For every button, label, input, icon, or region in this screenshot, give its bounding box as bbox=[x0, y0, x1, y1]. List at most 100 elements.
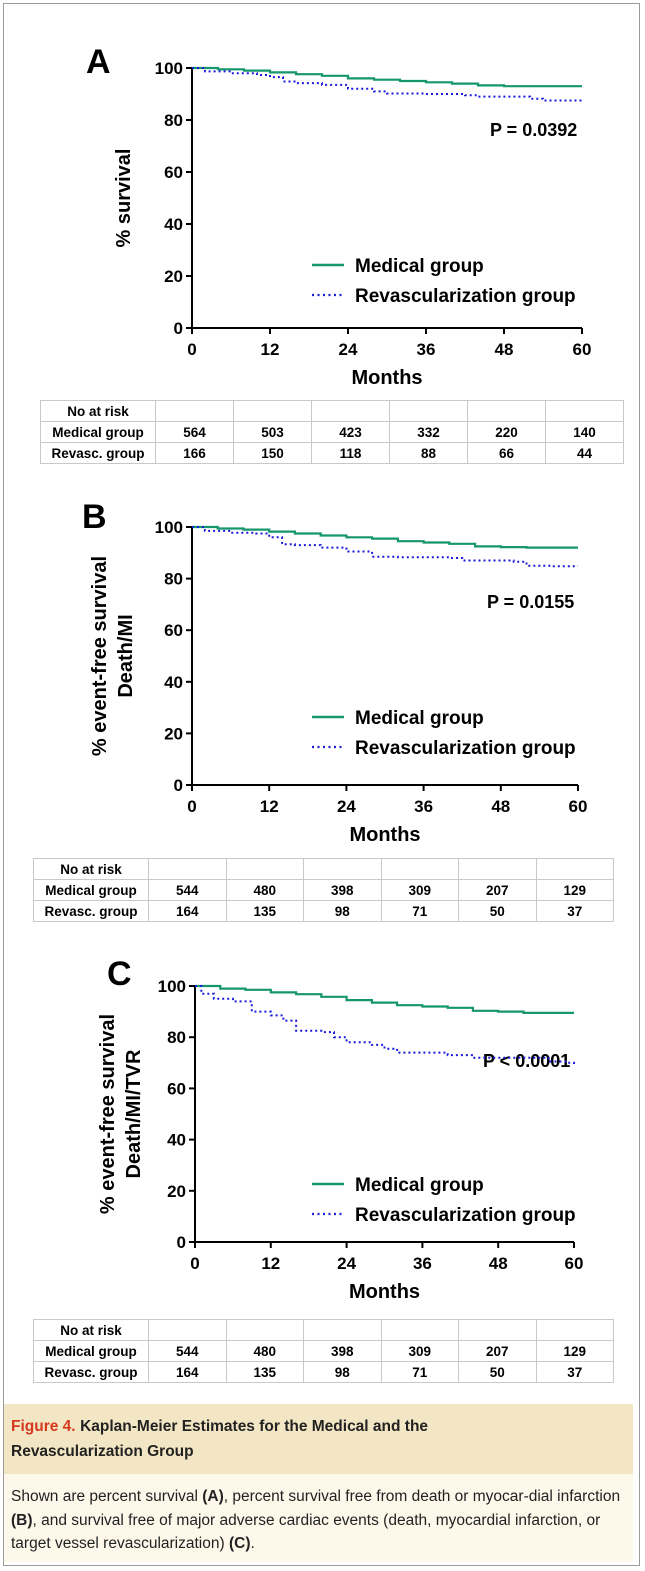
y-tick-label: 100 bbox=[158, 977, 186, 996]
risk-value-cell: 164 bbox=[148, 900, 227, 922]
p-value-annotation: P = 0.0392 bbox=[490, 120, 577, 140]
risk-row-label: Medical group bbox=[33, 1340, 149, 1362]
risk-row-label: Revasc. group bbox=[40, 442, 156, 464]
caption-panel-ref: (A) bbox=[202, 1488, 224, 1505]
risk-table-empty-cell bbox=[380, 1319, 459, 1341]
series-line-medical bbox=[192, 66, 582, 88]
risk-table-header: No at risk bbox=[33, 1319, 149, 1341]
risk-value-cell: 544 bbox=[148, 1340, 227, 1362]
chart-panel-a: 0 20 40 60 80 100 0 12 24 36 48 60 Months % survival A… bbox=[86, 43, 591, 389]
panel-letter: C bbox=[107, 955, 132, 993]
risk-value-cell: 118 bbox=[311, 442, 390, 464]
x-axis-label: Months bbox=[349, 824, 420, 846]
risk-value-cell: 423 bbox=[311, 421, 390, 443]
risk-row-label: Medical group bbox=[40, 421, 156, 443]
risk-table-empty-cell bbox=[467, 400, 546, 422]
figure-caption-title: Figure 4. Kaplan-Meier Estimates for the… bbox=[4, 1404, 633, 1474]
risk-value-cell: 503 bbox=[233, 421, 312, 443]
x-tick-label: 36 bbox=[413, 1254, 432, 1273]
figure-label: Figure 4. bbox=[11, 1418, 76, 1435]
risk-table-empty-cell bbox=[155, 400, 234, 422]
p-value-annotation: P < 0.0001 bbox=[483, 1051, 570, 1071]
legend-label: Medical group bbox=[355, 1175, 484, 1196]
risk-value-cell: 37 bbox=[535, 1361, 614, 1383]
legend-label: Medical group bbox=[355, 256, 484, 277]
p-value-annotation: P = 0.0155 bbox=[487, 592, 574, 612]
risk-value-cell: 309 bbox=[380, 1340, 459, 1362]
risk-table-empty-cell bbox=[303, 1319, 382, 1341]
risk-value-cell: 309 bbox=[380, 879, 459, 901]
figure-title-line-1: Kaplan-Meier Estimates for the Medical a… bbox=[80, 1418, 429, 1435]
risk-value-cell: 44 bbox=[545, 442, 624, 464]
risk-value-cell: 140 bbox=[545, 421, 624, 443]
risk-table-empty-cell bbox=[458, 1319, 537, 1341]
risk-table-header: No at risk bbox=[40, 400, 156, 422]
risk-value-cell: 164 bbox=[148, 1361, 227, 1383]
x-tick-label: 12 bbox=[261, 1254, 280, 1273]
x-tick-label: 36 bbox=[414, 797, 433, 816]
y-axis-label: Death/MI bbox=[115, 614, 137, 697]
y-tick-label: 20 bbox=[164, 724, 183, 743]
risk-table-empty-cell bbox=[148, 1319, 227, 1341]
series-line-medical bbox=[192, 525, 578, 549]
x-tick-label: 48 bbox=[495, 340, 514, 359]
risk-table-empty-cell bbox=[233, 400, 312, 422]
y-tick-label: 20 bbox=[167, 1182, 186, 1201]
risk-table-a: No at risk Medical group 564 503 423 332 220 14… bbox=[40, 400, 624, 464]
risk-value-cell: 398 bbox=[303, 879, 382, 901]
risk-value-cell: 98 bbox=[303, 1361, 382, 1383]
y-tick-label: 100 bbox=[155, 518, 183, 537]
risk-table-empty-cell bbox=[535, 1319, 614, 1341]
x-axis-label: Months bbox=[349, 1281, 420, 1303]
risk-value-cell: 50 bbox=[458, 900, 537, 922]
x-tick-label: 24 bbox=[337, 1254, 356, 1273]
x-tick-label: 60 bbox=[569, 797, 588, 816]
x-tick-label: 24 bbox=[337, 797, 356, 816]
y-tick-label: 60 bbox=[167, 1079, 186, 1098]
risk-value-cell: 398 bbox=[303, 1340, 382, 1362]
risk-table-empty-cell bbox=[311, 400, 390, 422]
y-tick-label: 80 bbox=[167, 1028, 186, 1047]
y-tick-label: 0 bbox=[174, 776, 183, 795]
risk-table-empty-cell bbox=[545, 400, 624, 422]
y-axis-label: % survival bbox=[113, 149, 135, 248]
risk-value-cell: 50 bbox=[458, 1361, 537, 1383]
risk-value-cell: 88 bbox=[389, 442, 468, 464]
risk-value-cell: 480 bbox=[225, 1340, 304, 1362]
y-tick-label: 40 bbox=[164, 215, 183, 234]
panel-letter: B bbox=[82, 498, 107, 536]
y-axis-label: Death/MI/TVR bbox=[123, 1049, 145, 1178]
x-tick-label: 12 bbox=[261, 340, 280, 359]
risk-value-cell: 71 bbox=[380, 900, 459, 922]
risk-table-empty-cell bbox=[535, 858, 614, 880]
risk-table-row: Medical group 544 480 398 309 207 129 bbox=[33, 879, 614, 901]
risk-table-empty-cell bbox=[458, 858, 537, 880]
risk-row-label: Revasc. group bbox=[33, 900, 149, 922]
risk-row-label: Revasc. group bbox=[33, 1361, 149, 1383]
figure-caption-body: Shown are percent survival (A), percent … bbox=[4, 1474, 633, 1562]
y-tick-label: 0 bbox=[174, 319, 183, 338]
y-axis-label: % event-free survival bbox=[97, 1014, 119, 1214]
risk-value-cell: 207 bbox=[458, 1340, 537, 1362]
risk-value-cell: 166 bbox=[155, 442, 234, 464]
kaplan-meier-figure: 0 20 40 60 80 100 0 12 24 36 48 60 Months % survival A… bbox=[82, 43, 591, 1303]
risk-table-row: Medical group 544 480 398 309 207 129 bbox=[33, 1340, 614, 1362]
x-tick-label: 0 bbox=[187, 340, 196, 359]
y-tick-label: 40 bbox=[167, 1131, 186, 1150]
risk-value-cell: 135 bbox=[225, 900, 304, 922]
risk-value-cell: 135 bbox=[225, 1361, 304, 1383]
y-tick-label: 100 bbox=[155, 59, 183, 78]
risk-value-cell: 129 bbox=[535, 1340, 614, 1362]
y-tick-label: 80 bbox=[164, 111, 183, 130]
chart-panel-b: 0 20 40 60 80 100 0 12 24 36 48 60 Months % event-fre… bbox=[82, 498, 587, 846]
series-line-revascularization bbox=[192, 526, 578, 568]
series-line-revascularization bbox=[192, 67, 582, 102]
x-tick-label: 48 bbox=[491, 797, 510, 816]
y-tick-label: 60 bbox=[164, 163, 183, 182]
risk-value-cell: 71 bbox=[380, 1361, 459, 1383]
x-tick-label: 0 bbox=[190, 1254, 199, 1273]
x-tick-label: 0 bbox=[187, 797, 196, 816]
legend-label: Revascularization group bbox=[355, 738, 576, 759]
series-line-revascularization bbox=[195, 985, 575, 1067]
risk-table-empty-cell bbox=[148, 858, 227, 880]
